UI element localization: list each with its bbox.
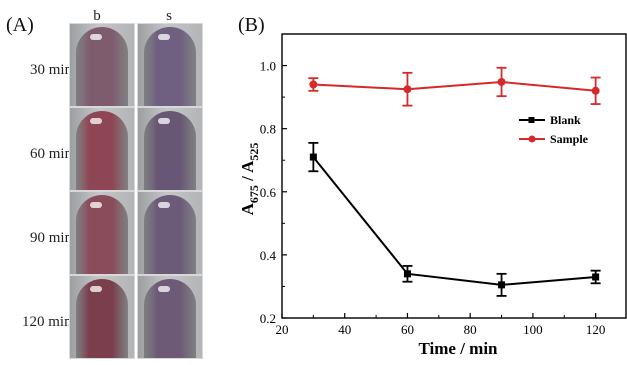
y-tick-label: 1.0 bbox=[260, 59, 276, 74]
y-label-sep: / A bbox=[238, 160, 257, 185]
x-axis-label: Time / min bbox=[418, 339, 498, 358]
data-point-sample bbox=[403, 85, 412, 94]
row-label-90: 90 min bbox=[30, 230, 73, 246]
data-point-blank bbox=[403, 270, 411, 278]
axis-ticks: 20 40 60 80 100 120 0.2 0.4 0.6 0.8 1.0 bbox=[260, 59, 606, 337]
series-line-blank bbox=[312, 156, 596, 286]
column-label-blank: b bbox=[93, 8, 101, 24]
row-label-120: 120 min bbox=[22, 314, 72, 330]
tube-photo-b-2 bbox=[69, 107, 135, 191]
legend-marker-blank bbox=[528, 117, 535, 123]
y-tick-label: 0.2 bbox=[260, 311, 276, 326]
data-point-blank bbox=[498, 281, 506, 289]
data-point-sample bbox=[591, 86, 600, 95]
y-label-main: A bbox=[238, 202, 257, 215]
data-point-sample bbox=[309, 80, 318, 89]
tube-photo-s-2 bbox=[137, 107, 203, 191]
tube bbox=[144, 111, 196, 190]
series-layer bbox=[308, 66, 601, 297]
panel-b-label: (B) bbox=[238, 14, 265, 36]
tube bbox=[144, 279, 196, 358]
y-tick-label: 0.6 bbox=[260, 185, 277, 200]
x-tick-label: 40 bbox=[338, 322, 351, 337]
legend-label-blank: Blank bbox=[550, 113, 581, 127]
tube-photo-b-1 bbox=[69, 23, 135, 107]
tube-photo-b-4 bbox=[69, 275, 135, 359]
tube-photo-b-3 bbox=[69, 191, 135, 275]
row-label-30: 30 min bbox=[30, 62, 73, 78]
row-label-60: 60 min bbox=[30, 146, 73, 162]
tube-photo-s-1 bbox=[137, 23, 203, 107]
y-tick-label: 0.4 bbox=[260, 248, 277, 263]
tube bbox=[76, 111, 128, 190]
legend-marker-sample bbox=[528, 135, 536, 143]
x-tick-label: 80 bbox=[464, 322, 477, 337]
series-line-sample bbox=[313, 80, 596, 92]
tube-photo-s-4 bbox=[137, 275, 203, 359]
legend: Blank Sample bbox=[519, 113, 589, 146]
tube-photo-s-3 bbox=[137, 191, 203, 275]
x-tick-label: 60 bbox=[401, 322, 414, 337]
data-point-blank bbox=[309, 153, 317, 161]
x-tick-label: 100 bbox=[523, 322, 543, 337]
y-label-sub2: 525 bbox=[247, 143, 261, 161]
data-point-blank bbox=[592, 273, 600, 281]
tube bbox=[76, 195, 128, 274]
y-tick-label: 0.8 bbox=[260, 122, 276, 137]
x-tick-label: 120 bbox=[586, 322, 606, 337]
x-tick-label: 20 bbox=[276, 322, 289, 337]
tube bbox=[76, 279, 128, 358]
data-point-sample bbox=[497, 77, 506, 86]
plot-frame bbox=[281, 33, 627, 319]
tube bbox=[144, 195, 196, 274]
tube bbox=[76, 27, 128, 106]
panel-a-label: (A) bbox=[6, 14, 34, 36]
y-label-sub1: 675 bbox=[247, 185, 261, 203]
y-axis-label: A675 / A525 bbox=[238, 143, 261, 216]
legend-label-sample: Sample bbox=[550, 132, 589, 146]
tube bbox=[144, 27, 196, 106]
column-label-sample: s bbox=[166, 8, 172, 24]
